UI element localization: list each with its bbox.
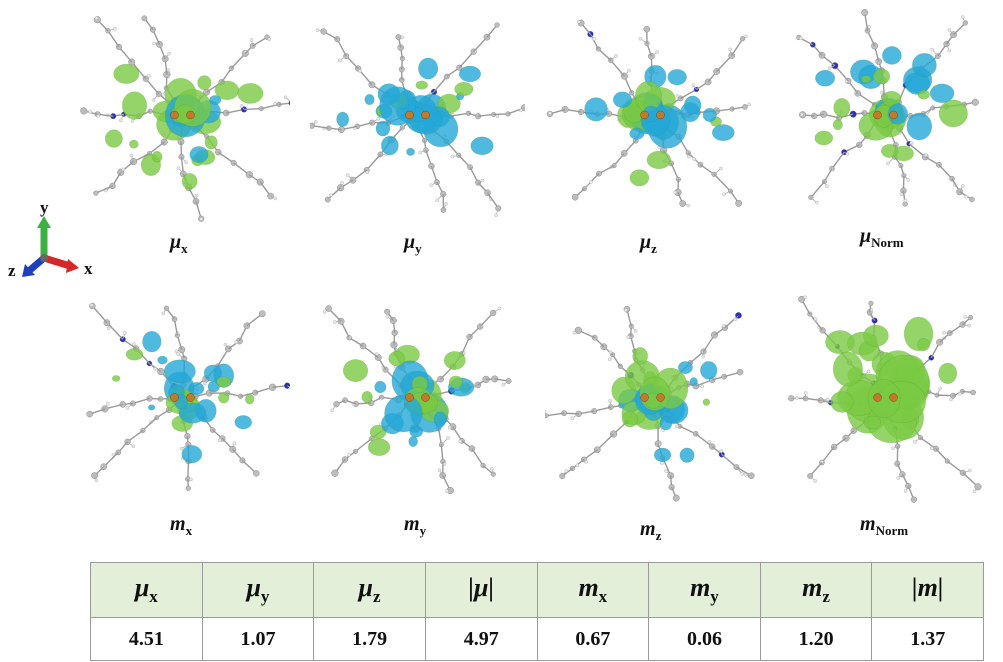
label-m-z: mz	[640, 518, 662, 543]
molecule-panel	[80, 15, 290, 222]
value-mu-z: 1.79	[313, 617, 426, 661]
header-m-abs: |m|	[871, 562, 984, 618]
label-m-y: my	[404, 513, 427, 538]
axis-label-x: x	[84, 259, 93, 278]
molecule-panel	[322, 305, 512, 495]
label-m-norm: mNorm	[860, 513, 909, 538]
axis-label-z: z	[8, 261, 16, 280]
label-mu-y: μy	[404, 231, 422, 256]
header-m-z: mz	[759, 562, 873, 618]
molecule-panel	[310, 22, 525, 217]
value-mu-abs: 4.97	[424, 617, 538, 661]
header-m-x: mx	[536, 562, 650, 618]
label-mu-x: μx	[170, 231, 188, 256]
axis-label-y: y	[40, 198, 49, 217]
value-mu-y: 1.07	[201, 617, 315, 661]
label-m-x: mx	[170, 513, 193, 538]
molecule-panel	[545, 306, 755, 502]
axes-icon	[22, 216, 79, 277]
value-mu-x: 4.51	[90, 617, 203, 661]
value-m-z: 1.20	[759, 617, 873, 661]
molecule-panel	[796, 9, 979, 207]
label-mu-z: μz	[640, 231, 657, 256]
value-m-abs: 1.37	[871, 617, 984, 661]
molecule-panel	[86, 302, 290, 491]
moment-table: μx μy μz |μ| mx my mz |m| 4.51 1.07 1.79…	[90, 562, 984, 661]
label-mu-norm: μNorm	[860, 225, 904, 250]
molecule-panel	[788, 295, 982, 503]
header-mu-y: μy	[201, 562, 315, 618]
value-m-y: 0.06	[648, 617, 761, 661]
table-value-row: 4.51 1.07 1.79 4.97 0.67 0.06 1.20 1.37	[90, 617, 984, 661]
header-mu-x: μx	[90, 562, 203, 618]
header-mu-z: μz	[313, 562, 426, 618]
table-header-row: μx μy μz |μ| mx my mz |m|	[90, 562, 984, 618]
header-mu-abs: |μ|	[424, 562, 538, 618]
header-m-y: my	[648, 562, 761, 618]
value-m-x: 0.67	[536, 617, 650, 661]
molecule-panel	[546, 19, 751, 208]
coordinate-axes: y x z	[8, 198, 108, 290]
